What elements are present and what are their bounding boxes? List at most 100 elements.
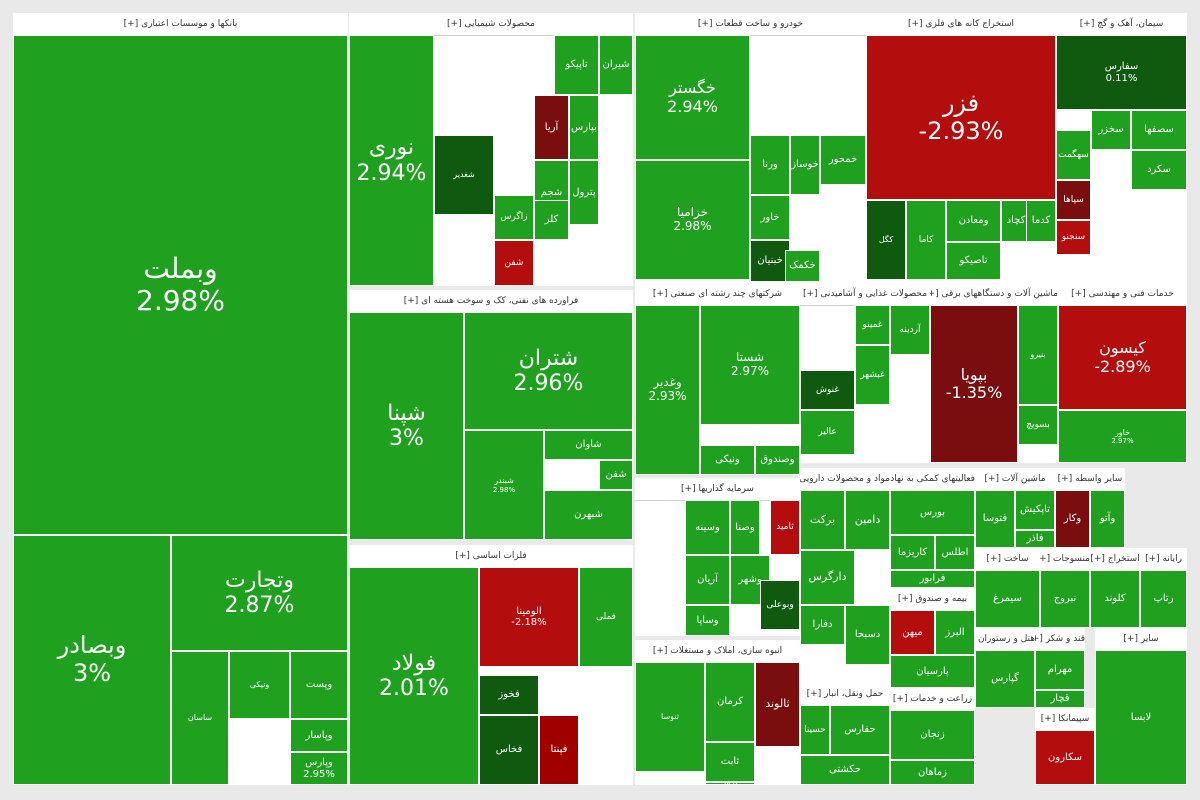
sector-title[interactable]: سپیمانکا [+] bbox=[1035, 708, 1095, 731]
treemap-tile[interactable]: سکرد bbox=[1131, 150, 1187, 190]
sector-build[interactable]: ساخت [+] سیمرغ bbox=[975, 548, 1040, 628]
sector-title[interactable]: منسوجات [+] bbox=[1040, 548, 1090, 571]
treemap-tile[interactable]: خاور 2.97% bbox=[1058, 410, 1187, 463]
sector-chem[interactable]: محصولات شیمیایی [+] نوری 2.94% شیران تاپیکو آ… bbox=[349, 13, 633, 286]
treemap-tile[interactable]: خمحور bbox=[820, 135, 866, 185]
treemap-tile[interactable]: وصنا bbox=[730, 500, 760, 555]
sector-transport[interactable]: حمل ونقل، انبار [+] حفارس حکشتی حسینا bbox=[800, 683, 890, 785]
treemap-tile[interactable]: تاپیکو bbox=[554, 35, 599, 95]
sector-other1[interactable]: سایر واسطه [+] وکار وآتو bbox=[1055, 468, 1125, 548]
treemap-tile[interactable]: فرابور bbox=[890, 570, 975, 588]
sector-other8[interactable]: سایر [+] لابسا bbox=[1095, 628, 1187, 785]
sector-title[interactable]: سیمان، آهک و گچ [+] bbox=[1056, 13, 1187, 36]
treemap-tile[interactable]: سنجنو bbox=[1056, 220, 1091, 255]
treemap-tile[interactable]: وسینه bbox=[685, 500, 730, 555]
treemap-tile[interactable]: آریان bbox=[685, 555, 730, 605]
treemap-tile[interactable]: خگستر 2.94% bbox=[635, 35, 750, 160]
treemap-tile[interactable]: شتران 2.96% bbox=[464, 312, 633, 430]
treemap-tile[interactable]: غبشهر bbox=[855, 345, 890, 405]
treemap-tile[interactable]: دفارا bbox=[800, 605, 845, 645]
treemap-tile[interactable]: شستا 2.97% bbox=[700, 305, 800, 425]
sector-title[interactable]: سایر واسطه [+] bbox=[1055, 468, 1125, 491]
treemap-tile[interactable]: ونیکی bbox=[700, 445, 755, 475]
treemap-tile[interactable]: سصفها bbox=[1131, 110, 1187, 150]
sector-title[interactable]: ساخت [+] bbox=[975, 548, 1040, 571]
sector-title[interactable]: قند و شکر [+] bbox=[1035, 628, 1085, 651]
treemap-tile[interactable]: فولاد 2.01% bbox=[349, 567, 479, 785]
sector-other5[interactable]: هتل و رستوران [+] گپارس bbox=[975, 628, 1035, 708]
treemap-tile[interactable]: کدما bbox=[1026, 200, 1056, 242]
treemap-tile[interactable]: سپاها bbox=[1056, 180, 1091, 220]
sector-title[interactable]: انبوه سازی، املاک و مستغلات [+] bbox=[635, 640, 800, 663]
treemap-tile[interactable]: شفن bbox=[494, 240, 534, 286]
treemap-tile[interactable]: خبنیان bbox=[750, 240, 790, 282]
sector-machinery[interactable]: ماشین آلات و دستگاههای برقی [+] بپویا -1.3… bbox=[930, 283, 1058, 463]
treemap-tile[interactable]: خاور bbox=[750, 195, 790, 240]
treemap-tile[interactable]: کلر bbox=[534, 200, 569, 240]
treemap-tile[interactable]: کاما bbox=[906, 200, 946, 280]
treemap-tile[interactable]: ثامید bbox=[770, 500, 800, 555]
treemap-tile[interactable]: غنوش bbox=[800, 370, 855, 410]
treemap-tile[interactable]: دسبحا bbox=[845, 605, 890, 665]
treemap-tile[interactable]: سخزر bbox=[1091, 110, 1131, 150]
treemap-tile[interactable]: کاریزما bbox=[890, 535, 935, 570]
treemap-tile[interactable]: زنجان bbox=[890, 710, 975, 760]
sector-other7[interactable]: سپیمانکا [+] سکارون bbox=[1035, 708, 1095, 785]
treemap-tile[interactable]: مهرام bbox=[1035, 650, 1085, 690]
treemap-tile[interactable]: ثالوند bbox=[755, 662, 800, 747]
sector-auto[interactable]: خودرو و ساخت قطعات [+] خگستر 2.94% خزامیا 2.… bbox=[635, 13, 866, 283]
treemap-tile[interactable]: فزر -2.93% bbox=[866, 35, 1056, 200]
sector-investment[interactable]: سرمایه گذاریها [+] وسینه وصنا آریان وشهر وساپ… bbox=[635, 478, 800, 636]
treemap-tile[interactable]: وپاسار bbox=[290, 719, 348, 752]
treemap-tile[interactable]: کرمان bbox=[705, 662, 755, 742]
treemap-tile[interactable]: پارسیان bbox=[890, 655, 975, 688]
treemap-tile[interactable]: وکار bbox=[1055, 490, 1090, 548]
treemap-tile[interactable]: تاصیکو bbox=[946, 242, 1001, 280]
treemap-tile[interactable]: فخوز bbox=[479, 675, 539, 715]
treemap-tile[interactable]: وتجارت 2.87% bbox=[171, 535, 348, 651]
sector-insurance[interactable]: بیمه و صندوق [+] میهن البرز پارسیان bbox=[890, 588, 975, 688]
sector-other2[interactable]: منسوجات [+] نبروج bbox=[1040, 548, 1090, 628]
sector-food[interactable]: محصولات غذایی و آشامیدنی [+] غنوش غبشهر غمی… bbox=[800, 283, 930, 463]
treemap-tile[interactable]: ثابت bbox=[705, 742, 755, 782]
treemap-tile[interactable]: کلوند bbox=[1090, 570, 1140, 628]
sector-mining[interactable]: استخراج کانه های فلزی [+] فزر -2.93% کاما وم… bbox=[866, 13, 1056, 283]
treemap-tile[interactable]: آردینه bbox=[890, 305, 930, 355]
sector-agri[interactable]: زراعت و خدمات [+] زنجان زماهان bbox=[890, 688, 975, 785]
treemap-tile[interactable]: خکمک bbox=[785, 250, 820, 282]
treemap-tile[interactable]: وپارس 2.95% bbox=[290, 752, 348, 785]
sector-title[interactable]: سرمایه گذاریها [+] bbox=[635, 478, 800, 501]
sector-title[interactable]: ماشین آلات [+] bbox=[975, 468, 1055, 491]
treemap-tile[interactable]: شپنا 3% bbox=[349, 312, 464, 540]
treemap-tile[interactable]: برکت bbox=[800, 490, 845, 550]
treemap-tile[interactable]: شبندر 2.98% bbox=[464, 430, 544, 540]
treemap-tile[interactable]: خوساز bbox=[790, 135, 820, 195]
sector-basemetals[interactable]: فلزات اساسی [+] فولاد 2.01% فملی فخوز الومینا… bbox=[349, 545, 633, 785]
treemap-tile[interactable]: سکارون bbox=[1035, 730, 1095, 785]
treemap-tile[interactable]: شغدیر bbox=[434, 135, 494, 215]
treemap-tile[interactable]: ومعادن bbox=[946, 200, 1001, 242]
sector-title[interactable]: محصولات غذایی و آشامیدنی [+] bbox=[800, 283, 930, 306]
treemap-tile[interactable]: وپست bbox=[290, 651, 348, 719]
sector-title[interactable]: ماشین آلات و دستگاههای برقی [+] bbox=[930, 283, 1058, 306]
sector-title[interactable]: رایانه [+] bbox=[1140, 548, 1187, 571]
treemap-tile[interactable]: فپنتا bbox=[539, 715, 579, 785]
treemap-tile[interactable]: قچار bbox=[1035, 690, 1085, 708]
treemap-tile[interactable]: لابسا bbox=[1095, 650, 1187, 785]
treemap-tile[interactable]: سفارس 0.11% bbox=[1056, 35, 1187, 110]
sector-title[interactable]: محصولات شیمیایی [+] bbox=[349, 13, 633, 36]
treemap-tile[interactable]: بسویچ bbox=[1018, 405, 1058, 445]
sector-title[interactable]: بانکها و موسسات اعتباری [+] bbox=[13, 13, 348, 36]
treemap-tile[interactable]: البرز bbox=[935, 610, 975, 655]
sector-multi[interactable]: شرکتهای چند رشته ای صنعتی [+] شستا 2.97% وغ… bbox=[635, 283, 800, 475]
treemap-tile[interactable]: حکشتی bbox=[800, 755, 890, 785]
sector-machinery2[interactable]: ماشین آلات [+] تاپکیش فتوسا فاذر bbox=[975, 468, 1055, 548]
treemap-tile[interactable]: اطلس bbox=[935, 535, 975, 570]
sector-title[interactable]: خدمات فنی و مهندسی [+] bbox=[1058, 283, 1187, 306]
treemap-tile[interactable]: وآتو bbox=[1090, 490, 1125, 548]
treemap-tile[interactable]: بنیرو bbox=[1018, 305, 1058, 405]
treemap-tile[interactable]: بپویا -1.35% bbox=[930, 305, 1018, 463]
treemap-tile[interactable]: وساپا bbox=[685, 605, 730, 636]
treemap-tile[interactable]: شبهرن bbox=[544, 490, 633, 540]
sector-refinery[interactable]: فراورده های نفتی، کک و سوخت هسته ای [+] ش… bbox=[349, 290, 633, 540]
